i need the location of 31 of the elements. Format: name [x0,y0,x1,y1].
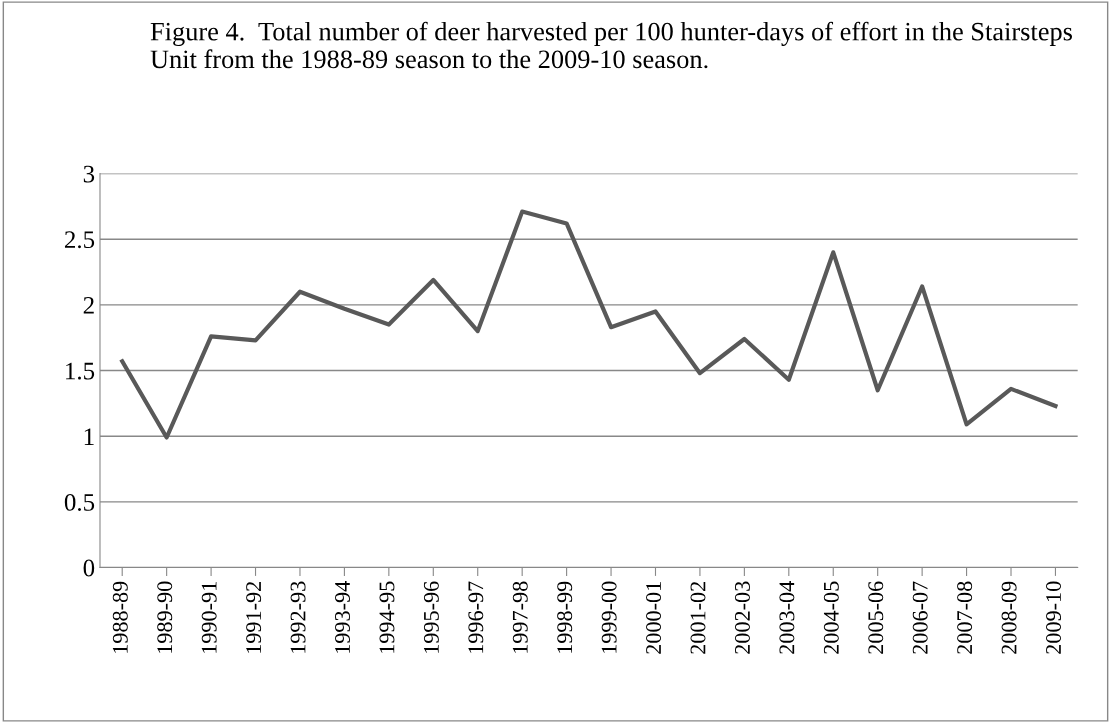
y-tick-label: 0 [83,559,95,577]
x-tick-label: 1995-96 [423,581,439,653]
x-tick-label: 1998-99 [557,581,573,653]
x-tick-label: 1999-00 [601,581,617,653]
x-tick-label: 1991-92 [246,581,262,653]
x-tick-label: 1993-94 [335,581,350,653]
x-tick-label: 2006-07 [912,581,928,654]
y-tick-label: 1.5 [66,362,95,380]
x-tick-label: 2009-10 [1046,581,1062,654]
x-tick-label: 2003-04 [779,581,795,654]
y-tick-label: 1 [84,428,94,445]
x-tick-label: 1994-95 [379,581,395,653]
x-tick-label: 1990-91 [201,582,217,653]
x-tick-label: 2007-08 [957,581,973,654]
x-tick-label: 2005-06 [868,581,884,654]
x-tick-label: 1988-89 [112,581,128,653]
y-tick-label: 0.5 [64,493,95,511]
line-series [120,209,1058,440]
x-tick-label: 1996-97 [468,581,484,653]
x-tick-label: 1989-90 [157,581,173,653]
y-tick-label: 2 [83,296,94,314]
x-tick-label: 1992-93 [290,581,306,653]
x-tick-label: 2002-03 [734,581,750,654]
chart-title: Figure 4. Total number of deer harvested per 100 hunter-days of effort in the Stairsteps Unit from the 1988-89 season to the 2009-10 season. [150,21,1072,69]
x-tick-label: 1997-98 [512,581,528,653]
x-tick-label: 2000-01 [646,582,662,654]
x-tick-label: 2001-02 [690,581,706,654]
x-tick-label: 2008-09 [1001,581,1017,654]
y-tick-label: 2.5 [64,231,95,249]
y-tick-label: 3 [83,165,95,183]
x-tick-label: 2004-05 [823,581,839,654]
